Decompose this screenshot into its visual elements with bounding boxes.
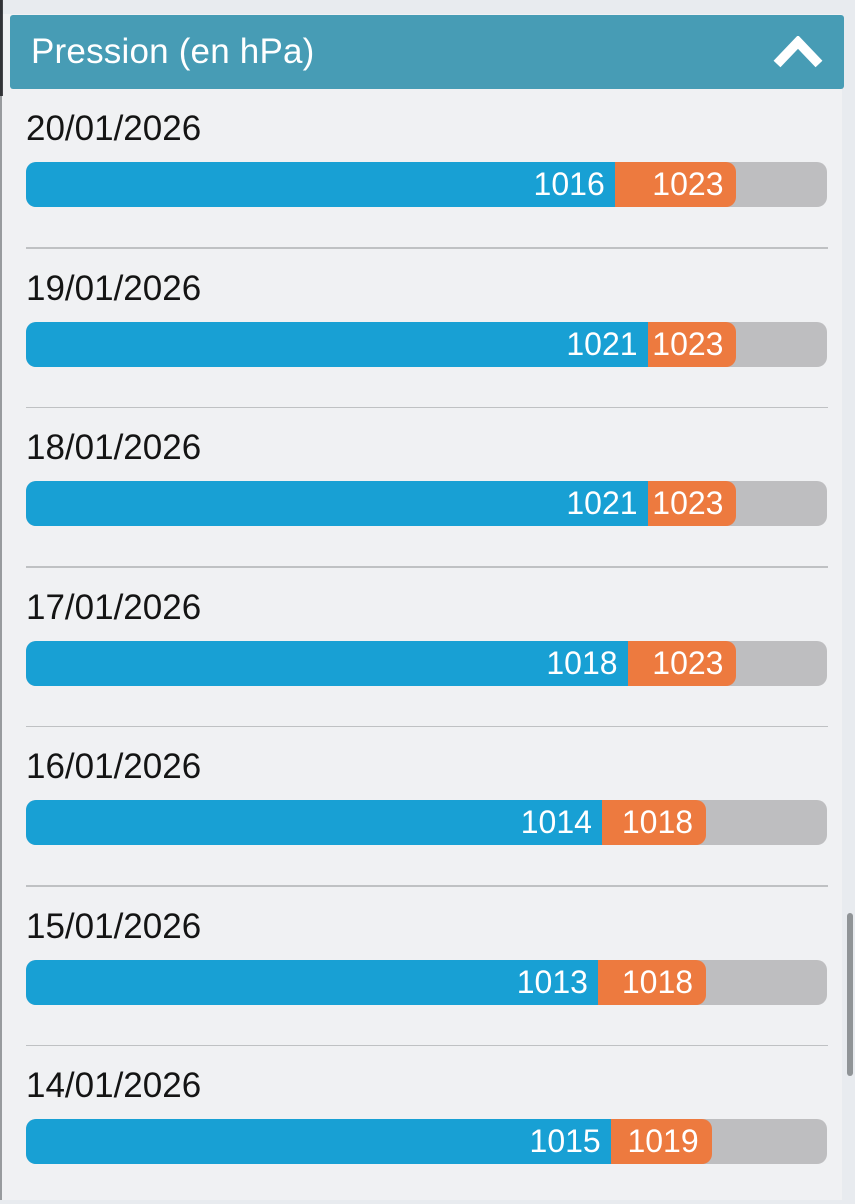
- row-spacer: [0, 1164, 842, 1204]
- bar-low-segment: 1021: [26, 321, 648, 367]
- row-divider: [26, 725, 828, 727]
- high-value-label: 1023: [652, 166, 724, 202]
- bar-high-segment: 1023: [627, 640, 737, 686]
- row-date: 14/01/2026: [26, 1066, 202, 1105]
- pressure-row: 17/01/2026 1018 1023: [0, 568, 842, 727]
- chevron-up-icon[interactable]: [773, 36, 823, 68]
- row-divider: [26, 1044, 828, 1046]
- high-value-label: 1018: [621, 804, 694, 840]
- low-value-label: 1013: [516, 963, 588, 1000]
- row-spacer: [0, 686, 842, 726]
- row-spacer: [0, 207, 842, 247]
- low-value-label: 1015: [529, 1123, 601, 1159]
- low-value-label: 1018: [546, 644, 618, 681]
- bar-low-segment: 1015: [26, 1119, 611, 1164]
- row-date: 18/01/2026: [26, 428, 202, 467]
- pressure-bar: 1016 1023: [26, 162, 827, 207]
- pressure-bar: 1013 1018: [26, 959, 827, 1005]
- scrollbar[interactable]: [847, 913, 853, 1076]
- screen-left-edge-line: [0, 0, 2, 1200]
- pressure-bar: 1014 1018: [26, 800, 827, 845]
- pressure-bar: 1018 1023: [26, 640, 827, 686]
- section-title: Pression (en hPa): [31, 32, 315, 71]
- pressure-row: 14/01/2026 1015 1019: [0, 1046, 842, 1204]
- pressure-row: 20/01/2026 1016 1023: [0, 89, 842, 249]
- bar-high-segment: 1023: [647, 481, 737, 526]
- row-date: 16/01/2026: [26, 747, 202, 786]
- low-value-label: 1021: [566, 325, 638, 362]
- pressure-row: 15/01/2026 1013 1018: [0, 887, 842, 1046]
- low-value-label: 1016: [533, 166, 605, 202]
- row-spacer: [0, 526, 842, 566]
- bar-low-segment: 1021: [26, 481, 648, 526]
- pressure-section-header[interactable]: Pression (en hPa): [10, 15, 844, 89]
- bar-high-segment: 1018: [597, 959, 707, 1005]
- pressure-row: 19/01/2026 1021 1023: [0, 249, 842, 408]
- bar-low-segment: 1018: [26, 640, 628, 686]
- pressure-bar: 1021 1023: [26, 481, 827, 526]
- row-date: 17/01/2026: [26, 587, 202, 627]
- row-date: 20/01/2026: [26, 109, 202, 148]
- high-value-label: 1023: [652, 325, 724, 362]
- pressure-row: 18/01/2026 1021 1023: [0, 408, 842, 568]
- row-divider: [26, 566, 828, 568]
- row-spacer: [0, 845, 842, 885]
- screen-left-edge-dark-segment: [0, 0, 3, 96]
- high-value-label: 1023: [652, 485, 724, 521]
- high-value-label: 1019: [627, 1123, 699, 1159]
- bar-high-segment: 1018: [601, 800, 707, 845]
- pressure-bar: 1021 1023: [26, 321, 827, 367]
- row-spacer: [0, 1005, 842, 1045]
- row-divider: [26, 247, 828, 249]
- pressure-row: 16/01/2026 1014 1018: [0, 727, 842, 887]
- bar-low-segment: 1016: [26, 162, 615, 207]
- row-date: 19/01/2026: [26, 268, 202, 308]
- low-value-label: 1014: [520, 804, 592, 840]
- row-spacer: [0, 367, 842, 407]
- row-divider: [26, 885, 828, 887]
- high-value-label: 1023: [652, 644, 724, 681]
- bar-low-segment: 1014: [26, 800, 602, 845]
- bar-high-segment: 1023: [647, 321, 737, 367]
- high-value-label: 1018: [621, 963, 694, 1000]
- row-divider: [26, 406, 828, 408]
- row-date: 15/01/2026: [26, 906, 202, 946]
- bar-low-segment: 1013: [26, 959, 598, 1005]
- pressure-rows-list: 20/01/2026 1016 1023 19/01/2026 1021 10: [0, 89, 842, 1204]
- bar-high-segment: 1023: [614, 162, 737, 207]
- bar-high-segment: 1019: [610, 1119, 712, 1164]
- pressure-bar: 1015 1019: [26, 1119, 827, 1164]
- low-value-label: 1021: [566, 485, 638, 521]
